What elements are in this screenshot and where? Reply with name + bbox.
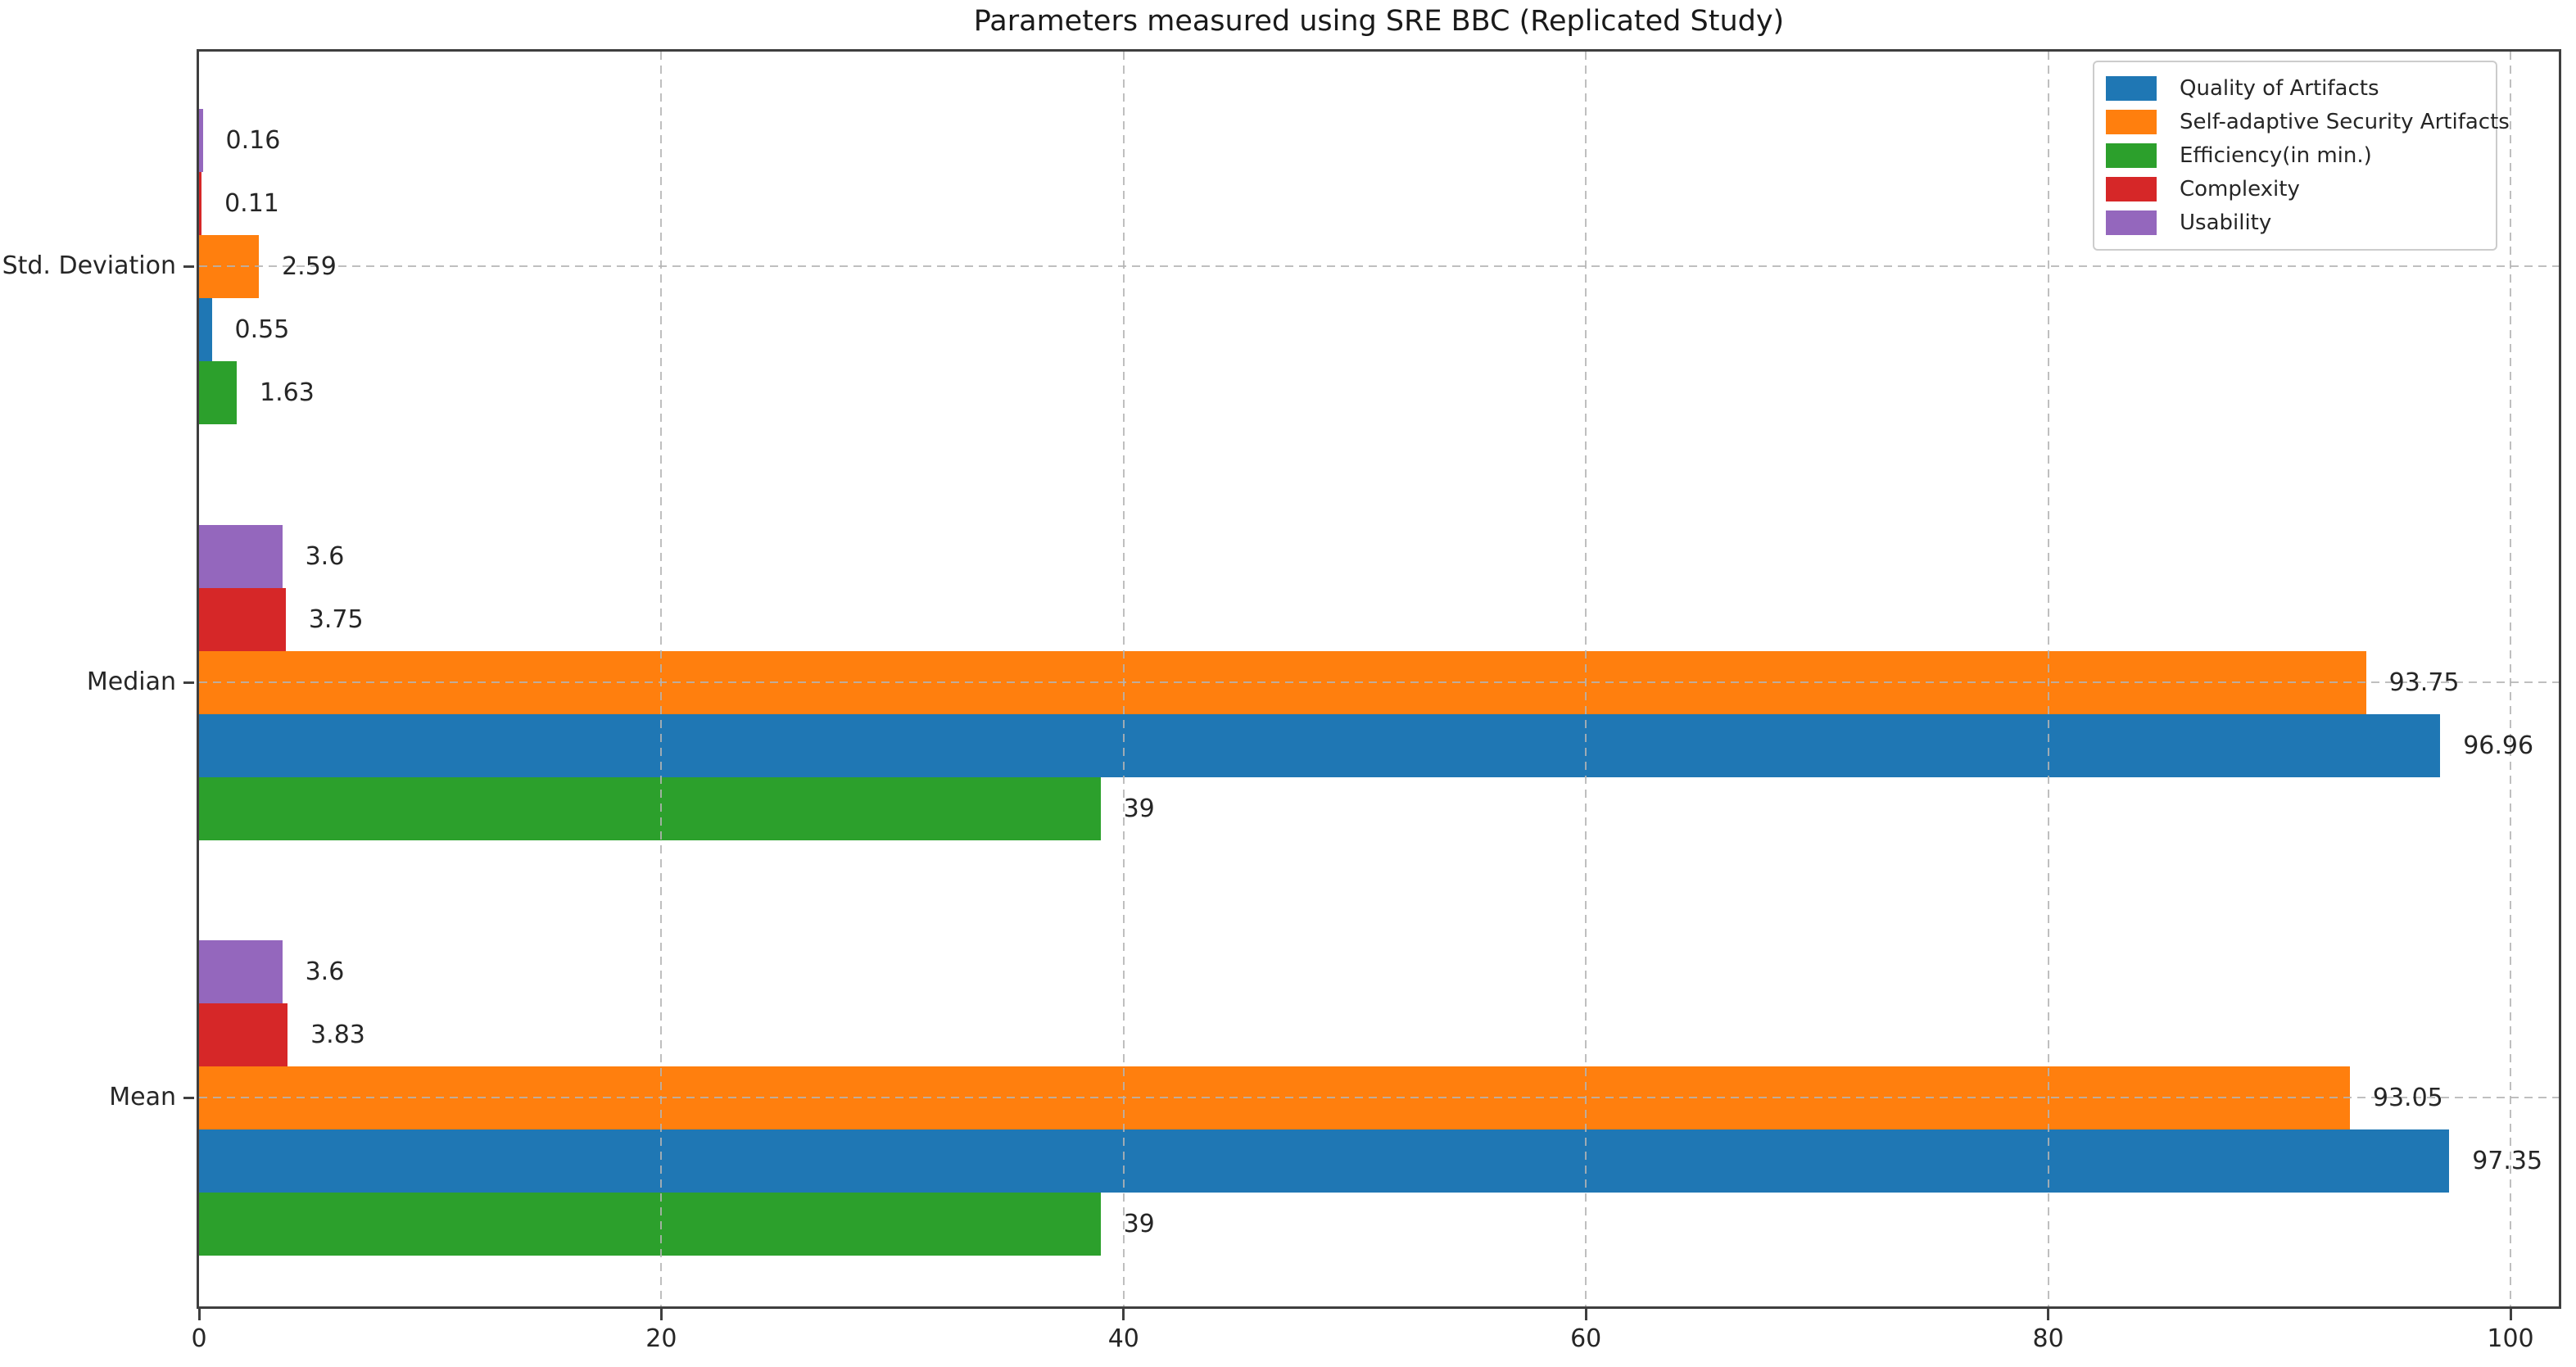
- bar-value-label: 0.11: [224, 188, 279, 218]
- bar-value-label: 3.75: [308, 604, 364, 634]
- bar-value-label: 3.83: [310, 1020, 365, 1049]
- bar-value-label: 0.55: [234, 315, 290, 344]
- bar: [199, 524, 283, 588]
- x-tick-label: 40: [1107, 1324, 1139, 1353]
- x-tick-label: 60: [1570, 1324, 1602, 1353]
- y-tick-label: Median: [86, 668, 176, 696]
- legend-swatch: [2106, 143, 2157, 168]
- x-gridline: [2047, 52, 2049, 1306]
- legend-label: Self-adaptive Security Artifacts: [2180, 110, 2510, 134]
- y-gridline: [199, 1097, 2559, 1098]
- legend-label: Usability: [2180, 210, 2272, 235]
- y-tick-mark: [183, 1096, 194, 1099]
- x-gridline: [1122, 52, 1125, 1306]
- x-gridline: [1585, 52, 1587, 1306]
- bar-value-label: 3.6: [305, 541, 345, 571]
- legend-label: Complexity: [2180, 177, 2300, 201]
- bar-value-label: 3.6: [305, 957, 345, 986]
- x-tick-mark: [1122, 1309, 1125, 1320]
- legend: Quality of Artifacts Self-adaptive Securi…: [2093, 61, 2510, 251]
- bar: [199, 1003, 288, 1066]
- bar: [199, 1192, 1101, 1256]
- legend-item: Efficiency(in min.): [2106, 143, 2484, 168]
- bar: [199, 108, 203, 172]
- legend-item: Complexity: [2106, 177, 2484, 201]
- x-tick-mark: [2509, 1309, 2512, 1320]
- x-tick-mark: [2047, 1309, 2050, 1320]
- bar: [199, 776, 1101, 840]
- bar-value-label: 39: [1123, 1209, 1155, 1238]
- bar: [199, 587, 286, 651]
- bar-value-label: 97.35: [2472, 1146, 2543, 1175]
- bar: [199, 360, 237, 424]
- legend-swatch: [2106, 76, 2157, 101]
- legend-label: Quality of Artifacts: [2180, 76, 2379, 101]
- bar-value-label: 39: [1123, 794, 1155, 823]
- y-tick-label: Mean: [109, 1083, 176, 1111]
- bar-value-label: 1.63: [259, 378, 315, 407]
- bar: [199, 713, 2441, 777]
- x-tick-label: 80: [2032, 1324, 2064, 1353]
- bar-value-label: 96.96: [2463, 731, 2534, 760]
- bar: [199, 297, 212, 361]
- legend-item: Self-adaptive Security Artifacts: [2106, 110, 2510, 134]
- y-gridline: [199, 265, 2559, 267]
- y-gridline: [199, 681, 2559, 683]
- x-tick-mark: [659, 1309, 663, 1320]
- bar-value-label: 93.05: [2372, 1083, 2443, 1112]
- legend-swatch: [2106, 210, 2157, 235]
- bar-value-label: 0.16: [225, 125, 281, 155]
- x-tick-mark: [197, 1309, 201, 1320]
- legend-swatch: [2106, 110, 2157, 134]
- y-tick-mark: [183, 681, 194, 684]
- x-tick-label: 100: [2487, 1324, 2534, 1353]
- x-gridline: [2510, 52, 2511, 1306]
- x-tick-label: 20: [645, 1324, 677, 1353]
- x-tick-mark: [1584, 1309, 1587, 1320]
- bar: [199, 171, 202, 235]
- y-tick-label: Std. Deviation: [2, 251, 176, 280]
- legend-item: Usability: [2106, 210, 2484, 235]
- x-gridline: [660, 52, 663, 1306]
- bar: [199, 1129, 2450, 1193]
- legend-swatch: [2106, 177, 2157, 201]
- x-tick-label: 0: [191, 1324, 207, 1353]
- legend-label: Efficiency(in min.): [2180, 143, 2372, 168]
- bar-value-label: 2.59: [282, 251, 337, 281]
- bar-value-label: 93.75: [2388, 668, 2460, 697]
- bar: [199, 939, 283, 1003]
- y-tick-mark: [183, 265, 194, 268]
- chart-title: Parameters measured using SRE BBC (Repli…: [973, 5, 1785, 38]
- plot-area: Quality of Artifacts Self-adaptive Securi…: [2, 49, 2561, 1353]
- legend-item: Quality of Artifacts: [2106, 76, 2484, 101]
